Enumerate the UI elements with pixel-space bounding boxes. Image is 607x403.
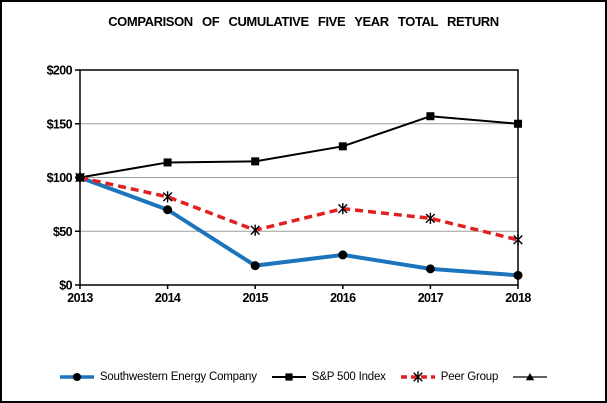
series-line [79, 175, 519, 242]
legend-swatch-triangle-icon [513, 373, 548, 381]
series-line [79, 115, 519, 179]
square-marker [163, 158, 172, 167]
x-axis-label: 2018 [505, 291, 531, 305]
x-axis-label: 2017 [418, 291, 444, 305]
circle-marker [72, 372, 81, 382]
asterisk-marker [338, 203, 348, 215]
chart-legend: Southwestern Energy Company S&P 500 Index… [2, 370, 605, 384]
y-axis-label: $200 [47, 64, 73, 78]
legend-label: Peer Group [440, 371, 499, 383]
asterisk-marker [162, 191, 173, 203]
x-axis-label: 2013 [67, 291, 93, 305]
legend-label: Southwestern Energy Company [99, 371, 257, 383]
circle-marker [250, 261, 260, 271]
square-marker [338, 142, 347, 151]
circle-marker [338, 250, 348, 260]
circle-marker [163, 205, 173, 215]
x-axis-label: 2014 [155, 291, 181, 305]
legend-item [512, 370, 548, 384]
square-marker [514, 119, 522, 128]
y-axis-label: $100 [47, 171, 73, 185]
y-axis-label: $50 [53, 225, 73, 239]
legend-item: Peer Group [400, 370, 498, 384]
circle-marker [75, 173, 85, 182]
y-axis-label: $150 [47, 117, 73, 131]
asterisk-marker [425, 212, 436, 224]
legend-label: S&P 500 Index [311, 371, 386, 383]
asterisk-marker [412, 371, 423, 383]
square-marker [285, 373, 293, 381]
triangle-marker [525, 373, 535, 381]
legend-item: S&P 500 Index [271, 370, 386, 384]
x-axis-label: 2016 [330, 291, 356, 305]
legend-item: Southwestern Energy Company [59, 370, 257, 384]
square-marker [251, 157, 260, 166]
x-axis-label: 2015 [242, 291, 268, 305]
y-axis-label: $0 [59, 279, 72, 293]
legend-swatch-square-icon [271, 373, 306, 381]
legend-swatch-asterisk-icon [400, 371, 435, 383]
circle-marker [425, 264, 435, 274]
circle-marker [513, 270, 523, 280]
series-line [79, 175, 519, 278]
asterisk-marker [513, 234, 523, 246]
square-marker [426, 112, 435, 121]
chart-title: COMPARISON OF CUMULATIVE FIVE YEAR TOTAL… [108, 14, 499, 29]
legend-swatch-circle-icon [59, 372, 94, 382]
asterisk-marker [250, 224, 260, 236]
